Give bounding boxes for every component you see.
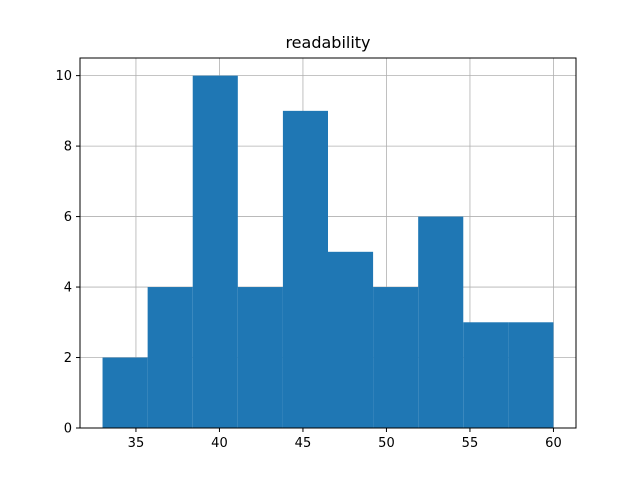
chart-title: readability	[285, 33, 370, 52]
y-tick-label: 10	[55, 69, 72, 84]
x-tick-label: 60	[545, 436, 562, 451]
histogram-bar	[282, 110, 328, 428]
x-tick-label: 35	[128, 436, 145, 451]
histogram-bar	[192, 75, 238, 428]
histogram-bar	[418, 216, 464, 428]
y-tick-label: 6	[64, 210, 72, 225]
x-tick-label: 45	[295, 436, 312, 451]
histogram-bars	[102, 75, 554, 428]
histogram-bar	[373, 287, 419, 428]
histogram-bar	[328, 251, 374, 428]
histogram-bar	[463, 322, 509, 428]
y-tick-label: 4	[64, 281, 72, 296]
histogram-bar	[147, 287, 193, 428]
x-tick-label: 55	[462, 436, 479, 451]
y-tick-label: 0	[64, 422, 72, 437]
x-tick-label: 50	[378, 436, 395, 451]
histogram-bar	[237, 287, 283, 428]
y-axis-ticks: 0 2 4 6 8 10	[55, 69, 80, 437]
plot-frame	[79, 57, 577, 429]
y-tick-label: 2	[64, 351, 72, 366]
histogram-bar	[102, 357, 148, 428]
x-tick-label: 40	[211, 436, 228, 451]
histogram-bar	[508, 322, 554, 428]
y-tick-label: 8	[64, 140, 72, 155]
x-axis-ticks: 35 40 45 50 55 60	[128, 428, 562, 451]
